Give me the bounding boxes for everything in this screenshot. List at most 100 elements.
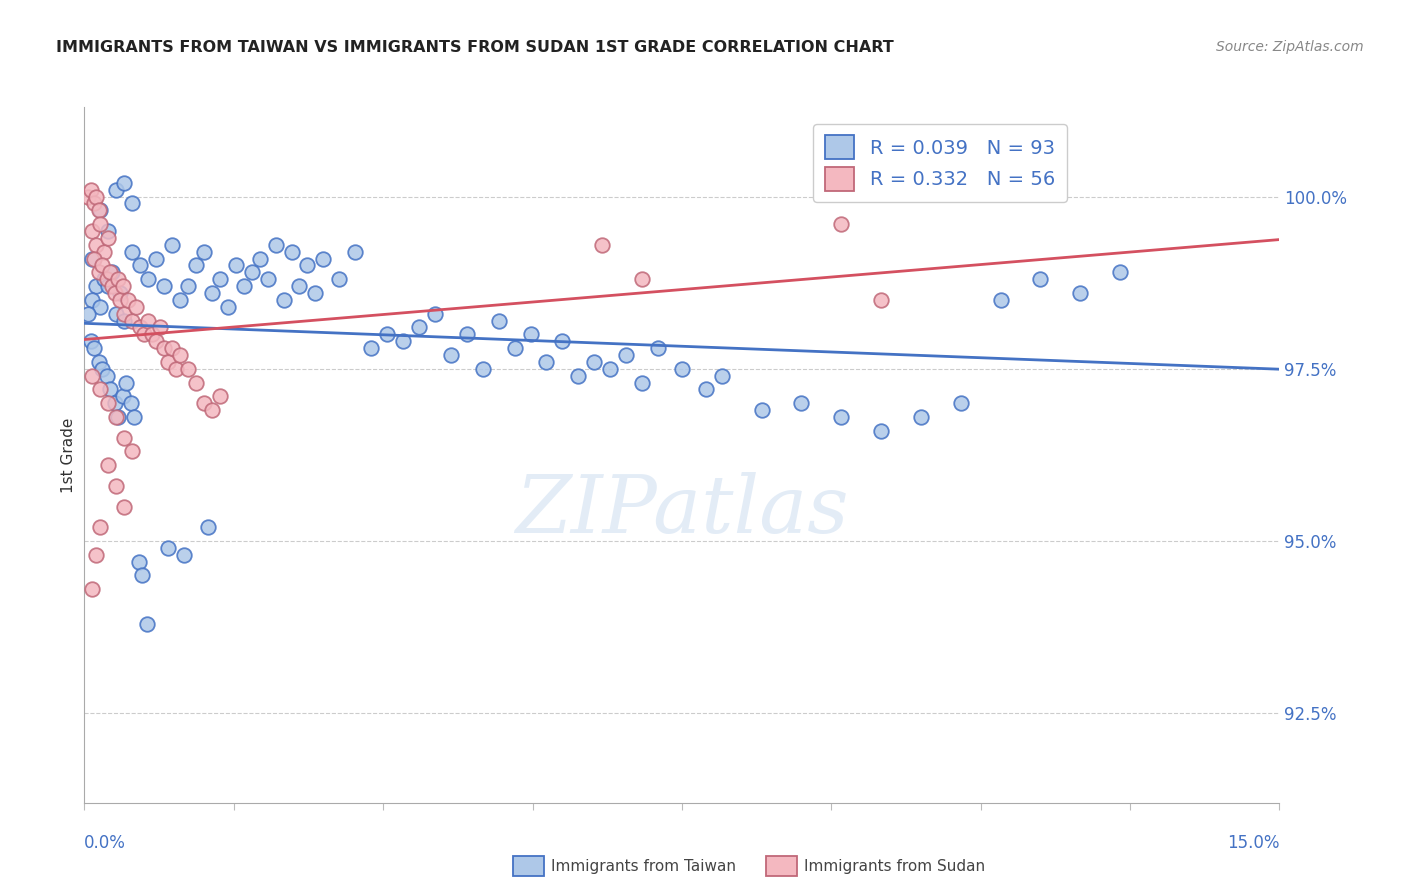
Point — [751, 403, 773, 417]
Point — [111, 279, 134, 293]
Text: 0.0%: 0.0% — [84, 834, 127, 852]
Point — [87, 265, 110, 279]
Point — [107, 410, 129, 425]
Point — [249, 252, 271, 266]
Point — [208, 389, 231, 403]
Point — [121, 196, 143, 211]
Point — [105, 307, 128, 321]
Point — [165, 361, 187, 376]
Point — [631, 376, 654, 390]
Point — [112, 313, 135, 327]
Point — [82, 293, 104, 307]
Point — [169, 293, 191, 307]
Point — [125, 300, 148, 314]
Point — [160, 341, 183, 355]
Legend: R = 0.039   N = 93, R = 0.332   N = 56: R = 0.039 N = 93, R = 0.332 N = 56 — [813, 124, 1067, 202]
Point — [87, 355, 110, 369]
Point — [90, 361, 112, 376]
Point — [193, 244, 215, 259]
Point — [830, 410, 852, 425]
Point — [280, 244, 302, 259]
Point — [488, 313, 510, 327]
Point — [89, 300, 111, 314]
Point — [101, 265, 124, 279]
Point — [790, 396, 813, 410]
Point — [193, 396, 215, 410]
Point — [360, 341, 382, 355]
Point — [217, 300, 239, 314]
Point — [710, 368, 733, 383]
Point — [392, 334, 415, 349]
Point — [97, 224, 120, 238]
Point — [111, 389, 134, 403]
Point — [567, 368, 589, 383]
Point — [671, 361, 693, 376]
Point — [86, 189, 108, 203]
Point — [121, 444, 143, 458]
Point — [870, 424, 893, 438]
Point — [297, 259, 319, 273]
Point — [225, 259, 247, 273]
Point — [86, 237, 108, 252]
Point — [83, 252, 105, 266]
Point — [96, 272, 118, 286]
Point — [82, 224, 104, 238]
Point — [104, 396, 127, 410]
Point — [83, 196, 105, 211]
Point — [273, 293, 295, 307]
Point — [93, 272, 115, 286]
Point — [105, 183, 128, 197]
Point — [471, 361, 494, 376]
Point — [93, 244, 115, 259]
Point — [157, 355, 180, 369]
Point — [344, 244, 367, 259]
Point — [157, 541, 180, 555]
Point — [177, 279, 200, 293]
Text: 15.0%: 15.0% — [1227, 834, 1279, 852]
Point — [312, 252, 335, 266]
Point — [551, 334, 574, 349]
Point — [949, 396, 972, 410]
Point — [519, 327, 541, 342]
Point — [328, 272, 350, 286]
Point — [97, 458, 120, 473]
Point — [169, 348, 191, 362]
Point — [173, 548, 195, 562]
Point — [82, 582, 104, 597]
Y-axis label: 1st Grade: 1st Grade — [60, 417, 76, 492]
Point — [256, 272, 278, 286]
Point — [647, 341, 669, 355]
Point — [87, 203, 110, 218]
Point — [129, 259, 152, 273]
Point — [98, 383, 121, 397]
Point — [110, 293, 132, 307]
Point — [82, 368, 104, 383]
Point — [129, 320, 152, 334]
Point — [112, 431, 135, 445]
Point — [77, 307, 100, 321]
Point — [122, 410, 145, 425]
Point — [80, 334, 103, 349]
Point — [97, 396, 120, 410]
Point — [208, 272, 231, 286]
Point — [197, 520, 219, 534]
Text: ZIPatlas: ZIPatlas — [515, 472, 849, 549]
Point — [1109, 265, 1132, 279]
Point — [86, 548, 108, 562]
Point — [288, 279, 311, 293]
Point — [89, 217, 111, 231]
Point — [264, 237, 287, 252]
Point — [423, 307, 446, 321]
Point — [101, 279, 124, 293]
Point — [375, 327, 398, 342]
Point — [128, 555, 150, 569]
Point — [104, 286, 127, 301]
Point — [83, 341, 105, 355]
Point — [870, 293, 893, 307]
Point — [503, 341, 526, 355]
Point — [136, 272, 159, 286]
Point — [599, 361, 621, 376]
Point — [201, 403, 224, 417]
Point — [120, 396, 142, 410]
Point — [105, 410, 128, 425]
